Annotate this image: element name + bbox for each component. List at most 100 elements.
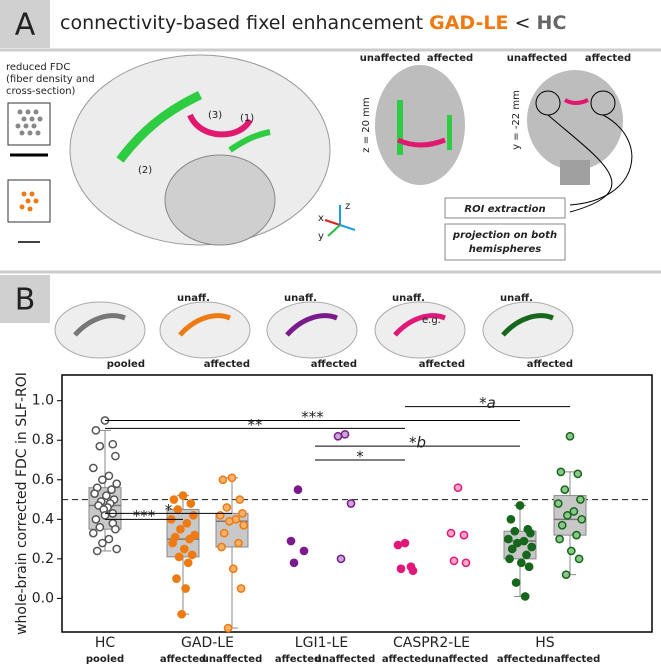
data-point	[506, 514, 516, 524]
y-axis-label: whole-brain corrected FDC in SLF-ROI	[14, 372, 30, 635]
panel-label-box	[0, 0, 50, 48]
data-point	[408, 566, 418, 576]
thumb-bottom: affected	[204, 359, 250, 370]
thumb-tract	[393, 313, 446, 337]
data-point	[520, 592, 530, 601]
data-point	[555, 534, 564, 544]
data-point	[511, 578, 521, 587]
significance-label: *a	[479, 394, 496, 412]
data-point	[176, 524, 185, 534]
step-text: ROI extraction	[464, 204, 545, 215]
data-point	[507, 544, 517, 554]
thumb-bottom: affected	[419, 359, 465, 370]
thumb-bottom: affected	[311, 359, 357, 370]
data-point	[400, 538, 410, 548]
thumb-tract	[178, 313, 231, 337]
data-point	[104, 471, 114, 481]
data-point	[565, 431, 575, 441]
thumb-brain	[374, 301, 466, 359]
data-point	[510, 526, 520, 536]
data-point	[168, 538, 177, 548]
data-point	[92, 546, 102, 556]
data-point	[235, 495, 245, 504]
tract-label: (1)	[240, 113, 254, 124]
data-point	[340, 429, 350, 439]
data-point	[346, 499, 356, 508]
thumb-tract	[285, 313, 338, 337]
data-point	[513, 538, 522, 548]
data-point	[178, 491, 188, 500]
data-point	[561, 570, 571, 580]
data-point	[173, 505, 183, 514]
axial-slice	[375, 65, 465, 185]
title-group1: GAD-LE	[429, 12, 508, 34]
data-point	[187, 550, 197, 560]
data-point	[101, 491, 111, 500]
data-point	[503, 534, 513, 544]
data-point	[95, 441, 105, 451]
data-point	[238, 509, 247, 518]
data-point	[218, 475, 228, 485]
data-point	[222, 503, 232, 512]
data-point	[95, 522, 105, 532]
subgroup-label: affected	[160, 654, 206, 665]
data-point	[459, 530, 469, 540]
y-tick-label: 0.2	[32, 551, 54, 567]
data-point	[333, 431, 343, 441]
data-point	[112, 544, 122, 554]
data-point	[179, 544, 189, 554]
data-point	[215, 511, 225, 520]
subgroup-label: affected	[275, 654, 321, 665]
step-text: projection on both	[452, 230, 557, 241]
category-label: HS	[535, 635, 555, 651]
data-point	[223, 623, 233, 633]
data-point	[449, 556, 459, 566]
axial-affected: affected	[427, 53, 473, 64]
data-point	[225, 516, 234, 526]
category-label: LGI1-LE	[295, 635, 348, 651]
y-tick-label: 0.4	[32, 511, 54, 527]
data-point	[569, 507, 579, 516]
data-point	[236, 584, 246, 593]
thumb-tract	[501, 313, 554, 337]
data-point	[393, 540, 403, 550]
data-point	[526, 528, 535, 538]
data-point	[172, 574, 181, 583]
data-point	[573, 469, 583, 479]
data-point	[286, 536, 296, 546]
data-point	[566, 546, 576, 556]
title-operator: <	[515, 12, 531, 34]
data-point	[182, 518, 192, 528]
thumb-top: unaff.	[500, 293, 533, 304]
axis-y: y	[318, 231, 324, 242]
thumbnails: pooled unaff. affected unaff. affected unaff.…	[54, 293, 574, 370]
data-point	[577, 514, 587, 524]
panel-label-box	[0, 275, 50, 323]
axis-x: x	[318, 213, 324, 224]
thumb-top: unaff.	[177, 293, 210, 304]
data-point	[239, 520, 249, 530]
plot-frame	[61, 374, 653, 633]
data-point	[553, 499, 563, 508]
y-tick-label: 0.8	[32, 432, 54, 448]
data-point	[186, 499, 196, 508]
data-point	[515, 501, 525, 510]
data-point	[299, 546, 309, 556]
data-point	[189, 511, 198, 520]
data-point	[177, 609, 187, 619]
significance-label: **	[248, 416, 264, 434]
data-point	[560, 485, 570, 495]
thumb-brain	[482, 301, 574, 359]
thumb-tract	[73, 313, 126, 337]
data-point	[446, 528, 456, 538]
thumb-brain	[266, 301, 358, 359]
thumb-note: e.g.	[422, 315, 441, 326]
thumb-top: unaff.	[392, 293, 425, 304]
subgroup-label: affected	[497, 654, 543, 665]
thumb-brain	[159, 301, 251, 359]
axis-glyph	[324, 205, 356, 237]
coronal-affected: affected	[585, 53, 631, 64]
data-point	[396, 564, 406, 574]
brain-3d	[69, 54, 331, 246]
